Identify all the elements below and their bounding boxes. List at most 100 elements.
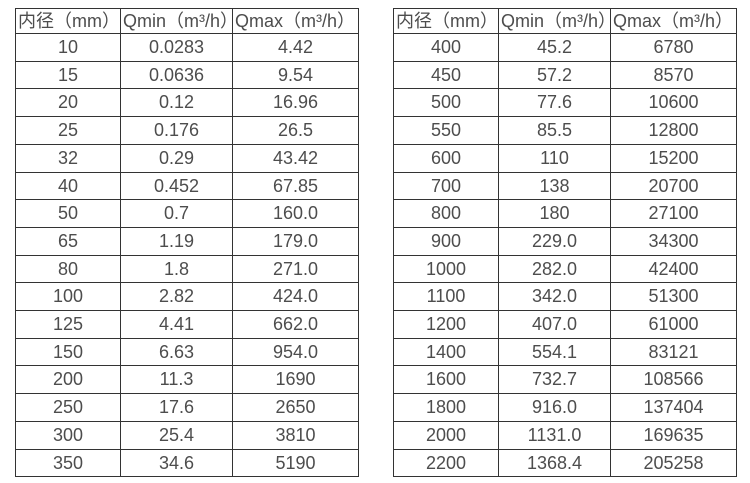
column-header: Qmin（m³/h） xyxy=(120,8,233,34)
table-cell: 4.41 xyxy=(120,310,233,339)
table-row: 550 85.5 12800 xyxy=(393,116,737,145)
table-cell: 40 xyxy=(15,171,121,201)
table-cell: 83121 xyxy=(610,337,737,367)
table-row: 65 1.19 179.0 xyxy=(15,226,359,256)
table-cell: 1.8 xyxy=(120,254,233,284)
table-cell: 179.0 xyxy=(232,226,359,256)
table-cell: 900 xyxy=(393,226,499,256)
table-cell: 400 xyxy=(393,33,499,62)
table-cell: 1368.4 xyxy=(498,448,611,478)
table-cell: 108566 xyxy=(610,365,737,395)
table-cell: 700 xyxy=(393,171,499,201)
table-row: 2200 1368.4 205258 xyxy=(393,448,737,478)
table-cell: 800 xyxy=(393,199,499,228)
table-cell: 15200 xyxy=(610,143,737,173)
table-cell: 1131.0 xyxy=(498,420,611,450)
table-cell: 77.6 xyxy=(498,88,611,118)
column-header: Qmax（m³/h） xyxy=(232,8,359,34)
table-row: 1200 407.0 61000 xyxy=(393,310,737,339)
table-cell: 407.0 xyxy=(498,310,611,339)
flow-spec-table-large-diameters: 内径（mm） Qmin（m³/h） Qmax（m³/h） 400 45.2 6780 450… xyxy=(393,8,737,478)
table-row: 20 0.12 16.96 xyxy=(15,88,359,118)
table-cell: 550 xyxy=(393,116,499,145)
table-cell: 6780 xyxy=(610,33,737,62)
table-cell: 954.0 xyxy=(232,337,359,367)
table-cell: 282.0 xyxy=(498,254,611,284)
table-cell: 916.0 xyxy=(498,393,611,422)
table-cell: 6.63 xyxy=(120,337,233,367)
table-cell: 342.0 xyxy=(498,282,611,312)
table-cell: 1400 xyxy=(393,337,499,367)
table-cell: 34300 xyxy=(610,226,737,256)
table-row: 100 2.82 424.0 xyxy=(15,282,359,312)
table-cell: 11.3 xyxy=(120,365,233,395)
table-row: 900 229.0 34300 xyxy=(393,226,737,256)
table-cell: 20 xyxy=(15,88,121,118)
table-cell: 450 xyxy=(393,60,499,90)
table-cell: 169635 xyxy=(610,420,737,450)
table-cell: 2000 xyxy=(393,420,499,450)
table-row: 40 0.452 67.85 xyxy=(15,171,359,201)
table-row: 350 34.6 5190 xyxy=(15,448,359,478)
table-cell: 61000 xyxy=(610,310,737,339)
table-cell: 500 xyxy=(393,88,499,118)
table-cell: 0.452 xyxy=(120,171,233,201)
table-cell: 2650 xyxy=(232,393,359,422)
table-row: 1800 916.0 137404 xyxy=(393,393,737,422)
table-row: 700 138 20700 xyxy=(393,171,737,201)
table-cell: 271.0 xyxy=(232,254,359,284)
table-row: 2000 1131.0 169635 xyxy=(393,420,737,450)
table-row: 10 0.0283 4.42 xyxy=(15,33,359,62)
table-row: 1400 554.1 83121 xyxy=(393,337,737,367)
table-cell: 160.0 xyxy=(232,199,359,228)
table-cell: 25.4 xyxy=(120,420,233,450)
table-cell: 0.176 xyxy=(120,116,233,145)
table-cell: 34.6 xyxy=(120,448,233,478)
table-cell: 138 xyxy=(498,171,611,201)
table-cell: 1.19 xyxy=(120,226,233,256)
table-cell: 1600 xyxy=(393,365,499,395)
table-cell: 350 xyxy=(15,448,121,478)
table-row: 50 0.7 160.0 xyxy=(15,199,359,228)
table-cell: 3810 xyxy=(232,420,359,450)
table-cell: 662.0 xyxy=(232,310,359,339)
table-cell: 137404 xyxy=(610,393,737,422)
table-cell: 1690 xyxy=(232,365,359,395)
table-cell: 17.6 xyxy=(120,393,233,422)
table-cell: 5190 xyxy=(232,448,359,478)
table-cell: 45.2 xyxy=(498,33,611,62)
table-cell: 67.85 xyxy=(232,171,359,201)
table-cell: 0.7 xyxy=(120,199,233,228)
column-header: Qmax（m³/h） xyxy=(610,8,737,34)
table-cell: 2200 xyxy=(393,448,499,478)
table-cell: 80 xyxy=(15,254,121,284)
table-cell: 9.54 xyxy=(232,60,359,90)
table-cell: 250 xyxy=(15,393,121,422)
table-cell: 57.2 xyxy=(498,60,611,90)
table-cell: 15 xyxy=(15,60,121,90)
table-row: 600 110 15200 xyxy=(393,143,737,173)
table-cell: 12800 xyxy=(610,116,737,145)
table-cell: 150 xyxy=(15,337,121,367)
table-cell: 43.42 xyxy=(232,143,359,173)
table-cell: 200 xyxy=(15,365,121,395)
table-cell: 32 xyxy=(15,143,121,173)
table-row: 200 11.3 1690 xyxy=(15,365,359,395)
table-row: 400 45.2 6780 xyxy=(393,33,737,62)
header-row: 内径（mm） Qmin（m³/h） Qmax（m³/h） xyxy=(15,8,359,34)
table-row: 500 77.6 10600 xyxy=(393,88,737,118)
table-cell: 2.82 xyxy=(120,282,233,312)
table-cell: 65 xyxy=(15,226,121,256)
table-cell: 0.0283 xyxy=(120,33,233,62)
table-cell: 26.5 xyxy=(232,116,359,145)
table-cell: 554.1 xyxy=(498,337,611,367)
table-cell: 51300 xyxy=(610,282,737,312)
table-row: 450 57.2 8570 xyxy=(393,60,737,90)
table-row: 32 0.29 43.42 xyxy=(15,143,359,173)
table-cell: 300 xyxy=(15,420,121,450)
table-cell: 732.7 xyxy=(498,365,611,395)
table-cell: 42400 xyxy=(610,254,737,284)
table-cell: 85.5 xyxy=(498,116,611,145)
table-row: 800 180 27100 xyxy=(393,199,737,228)
